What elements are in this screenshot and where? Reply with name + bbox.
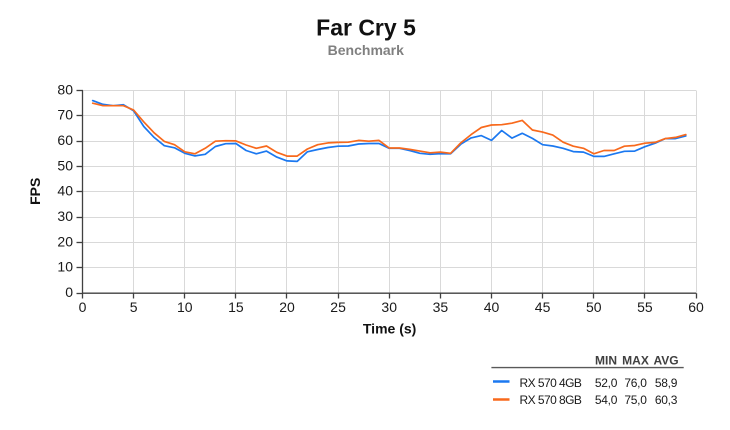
svg-text:20: 20 (57, 233, 73, 249)
svg-text:15: 15 (228, 299, 244, 315)
svg-text:20: 20 (279, 299, 295, 315)
svg-text:5: 5 (130, 299, 138, 315)
svg-text:50: 50 (586, 299, 602, 315)
svg-text:10: 10 (177, 299, 193, 315)
svg-text:60: 60 (57, 132, 73, 148)
svg-text:60: 60 (688, 299, 704, 315)
svg-text:80: 80 (57, 81, 73, 97)
svg-text:35: 35 (433, 299, 449, 315)
svg-text:25: 25 (330, 299, 346, 315)
svg-text:0: 0 (65, 284, 73, 300)
svg-text:58,9: 58,9 (655, 376, 678, 390)
svg-text:70: 70 (57, 107, 73, 123)
svg-text:40: 40 (57, 183, 73, 199)
svg-text:55: 55 (637, 299, 653, 315)
svg-text:75,0: 75,0 (624, 393, 647, 407)
svg-text:FPS: FPS (27, 178, 43, 205)
svg-text:RX 570 8GB: RX 570 8GB (520, 393, 582, 407)
svg-text:RX 570 4GB: RX 570 4GB (520, 376, 582, 390)
svg-text:50: 50 (57, 157, 73, 173)
svg-text:76,0: 76,0 (624, 376, 647, 390)
svg-text:Far Cry 5: Far Cry 5 (316, 15, 416, 41)
svg-text:60,3: 60,3 (655, 393, 678, 407)
svg-text:MIN: MIN (595, 353, 617, 367)
svg-text:54,0: 54,0 (595, 393, 618, 407)
svg-text:AVG: AVG (653, 353, 678, 367)
svg-text:10: 10 (57, 259, 73, 275)
svg-text:Time (s): Time (s) (363, 321, 416, 337)
svg-text:0: 0 (79, 299, 87, 315)
svg-text:45: 45 (535, 299, 551, 315)
svg-text:30: 30 (381, 299, 397, 315)
svg-text:Benchmark: Benchmark (328, 42, 404, 58)
svg-text:52,0: 52,0 (595, 376, 618, 390)
svg-text:MAX: MAX (622, 353, 649, 367)
svg-text:40: 40 (484, 299, 500, 315)
svg-text:30: 30 (57, 208, 73, 224)
